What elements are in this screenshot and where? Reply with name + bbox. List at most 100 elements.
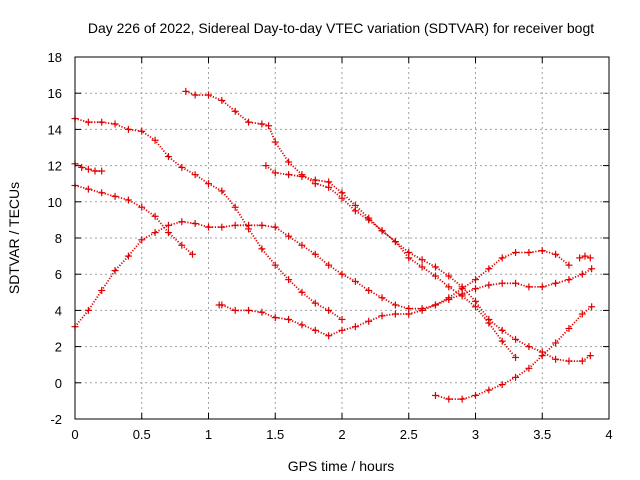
data-point bbox=[138, 236, 146, 244]
y-tick-label: 4 bbox=[55, 303, 62, 318]
data-point bbox=[325, 261, 333, 269]
data-point bbox=[512, 353, 520, 361]
series-trace bbox=[74, 220, 570, 328]
y-tick-label: 12 bbox=[48, 159, 62, 174]
data-point bbox=[431, 391, 439, 399]
data-point bbox=[285, 315, 293, 323]
data-point bbox=[311, 299, 319, 307]
data-point bbox=[472, 285, 479, 293]
data-point bbox=[191, 171, 199, 179]
data-point bbox=[552, 339, 560, 347]
data-point bbox=[576, 254, 584, 262]
data-point bbox=[271, 261, 279, 269]
data-point bbox=[325, 306, 333, 314]
data-point bbox=[271, 169, 279, 177]
data-point bbox=[98, 167, 106, 175]
data-point bbox=[538, 247, 546, 255]
data-point bbox=[178, 218, 186, 226]
data-point bbox=[565, 357, 573, 365]
data-point bbox=[124, 125, 132, 133]
data-point bbox=[98, 189, 106, 197]
series-s7 bbox=[215, 265, 596, 340]
series-trace bbox=[265, 164, 591, 363]
y-tick-label: 2 bbox=[55, 340, 62, 355]
data-point bbox=[218, 223, 226, 231]
data-point bbox=[578, 270, 586, 278]
y-tick-label: 18 bbox=[48, 50, 62, 65]
x-tick-label: 3.5 bbox=[533, 427, 551, 442]
data-point bbox=[512, 248, 520, 256]
data-point bbox=[552, 279, 560, 287]
data-point bbox=[445, 395, 453, 403]
data-point bbox=[188, 250, 196, 258]
data-point bbox=[498, 254, 506, 262]
data-point bbox=[445, 283, 453, 291]
data-point bbox=[365, 286, 373, 294]
data-point bbox=[588, 265, 596, 273]
data-point bbox=[245, 306, 253, 314]
data-point bbox=[182, 87, 190, 95]
x-tick-label: 0.5 bbox=[133, 427, 151, 442]
data-point bbox=[218, 187, 226, 195]
data-point bbox=[111, 192, 119, 200]
data-point bbox=[271, 314, 279, 322]
data-point bbox=[285, 276, 293, 284]
y-tick-label: 8 bbox=[55, 231, 62, 246]
data-point bbox=[552, 250, 560, 258]
data-point bbox=[231, 107, 239, 115]
data-point bbox=[98, 286, 106, 294]
data-point bbox=[164, 221, 172, 229]
data-point bbox=[271, 223, 279, 231]
data-point bbox=[271, 138, 279, 146]
data-point bbox=[124, 196, 132, 204]
data-point bbox=[378, 227, 386, 235]
data-point bbox=[498, 381, 506, 389]
x-tick-label: 3 bbox=[472, 427, 479, 442]
data-point bbox=[265, 122, 273, 130]
data-point bbox=[351, 323, 359, 331]
data-point bbox=[311, 176, 319, 184]
plot-frame bbox=[74, 56, 610, 420]
data-point bbox=[565, 325, 573, 332]
data-point bbox=[391, 238, 399, 246]
data-point bbox=[262, 162, 270, 170]
data-point bbox=[338, 189, 346, 197]
data-point bbox=[458, 395, 466, 403]
data-point bbox=[565, 276, 573, 284]
data-point bbox=[418, 256, 426, 264]
data-point bbox=[512, 335, 520, 343]
grid-lines bbox=[75, 57, 609, 419]
data-point bbox=[285, 232, 293, 240]
y-tick-label: 10 bbox=[48, 195, 62, 210]
data-point bbox=[391, 301, 399, 309]
data-point bbox=[378, 312, 386, 320]
data-point bbox=[164, 153, 172, 161]
y-tick-label: 14 bbox=[48, 122, 62, 137]
data-point bbox=[472, 391, 479, 399]
y-axis-ticks: -2 0 2 4 6 8 10 12 14 16 18 bbox=[48, 50, 609, 427]
data-point bbox=[351, 201, 359, 209]
data-point bbox=[231, 306, 239, 314]
x-tick-label: 0 bbox=[71, 427, 78, 442]
data-point bbox=[205, 91, 212, 99]
data-point bbox=[378, 294, 386, 302]
data-point bbox=[138, 127, 146, 135]
data-point bbox=[472, 276, 479, 284]
series-s9 bbox=[576, 252, 594, 262]
data-point bbox=[311, 250, 319, 258]
data-point bbox=[498, 326, 506, 334]
data-point bbox=[205, 180, 212, 188]
data-point bbox=[258, 120, 266, 128]
data-point bbox=[365, 214, 373, 222]
data-point bbox=[485, 315, 493, 323]
y-tick-label: 6 bbox=[55, 267, 62, 282]
data-point bbox=[285, 171, 293, 179]
data-point bbox=[78, 163, 86, 171]
data-point bbox=[325, 178, 333, 186]
data-point bbox=[418, 306, 426, 314]
data-point bbox=[578, 310, 586, 318]
data-point bbox=[588, 303, 596, 311]
x-axis-ticks: 0 0.5 1 1.5 2 2.5 3 3.5 4 bbox=[71, 57, 613, 442]
x-tick-label: 1 bbox=[205, 427, 212, 442]
series-s6 bbox=[262, 162, 594, 365]
